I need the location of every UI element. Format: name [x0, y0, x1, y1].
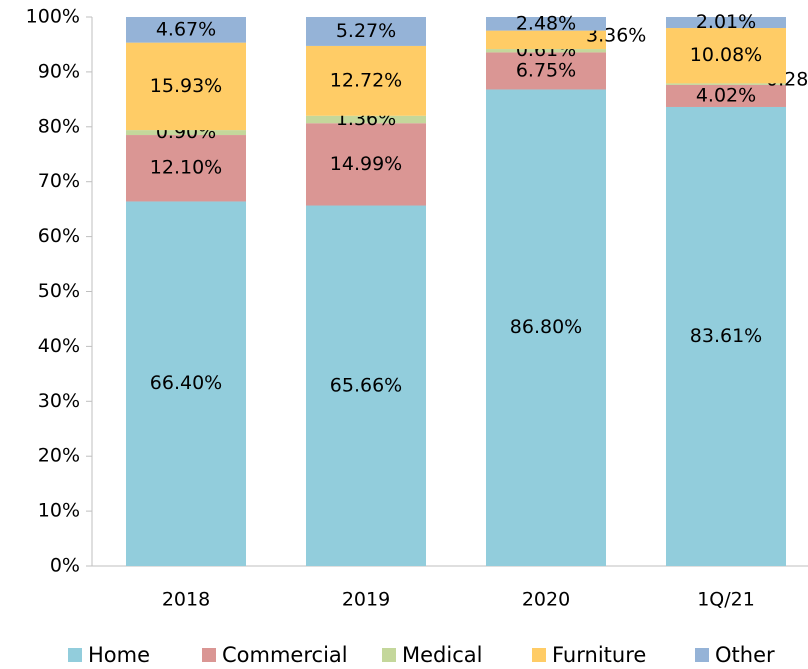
y-tick-label: 80%: [38, 115, 80, 137]
bar-segment: [486, 49, 606, 53]
bar-segment: [486, 89, 606, 566]
y-tick-label: 50%: [38, 280, 80, 302]
data-label: 6.75%: [516, 59, 576, 81]
y-tick-label: 30%: [38, 390, 80, 412]
bar-segment: [666, 106, 786, 566]
bar-segment: [306, 205, 426, 566]
legend-swatch: [695, 648, 709, 662]
data-label: 5.27%: [336, 20, 396, 42]
bar-segment: [126, 42, 246, 131]
legend-swatch: [532, 648, 546, 662]
data-label: 15.93%: [150, 75, 222, 97]
y-tick-label: 20%: [38, 445, 80, 467]
data-label: 4.02%: [696, 84, 756, 106]
data-label: 12.10%: [150, 157, 222, 179]
x-tick-label: 2020: [522, 589, 570, 611]
legend-swatch: [68, 648, 82, 662]
bar-segment: [666, 28, 786, 84]
bar-segment: [126, 135, 246, 202]
bar-segment: [666, 83, 786, 85]
data-label: 86.80%: [510, 316, 582, 338]
bar-segment: [306, 123, 426, 206]
legend-label: Home: [88, 643, 150, 667]
bar-segment: [486, 30, 606, 50]
bar-segment: [486, 52, 606, 90]
y-tick-label: 60%: [38, 225, 80, 247]
bar-segment: [666, 84, 786, 107]
bar-segment: [126, 201, 246, 567]
bar-segment: [306, 115, 426, 124]
data-label: 4.67%: [156, 18, 216, 40]
legend-swatch: [202, 648, 216, 662]
y-tick-label: 40%: [38, 335, 80, 357]
y-tick-label: 0%: [50, 555, 80, 577]
legend-swatch: [382, 648, 396, 662]
legend-label: Commercial: [222, 643, 348, 667]
bar-segment: [666, 17, 786, 29]
x-tick-label: 1Q/21: [697, 589, 755, 611]
y-tick-label: 70%: [38, 170, 80, 192]
bar-segment: [126, 17, 246, 43]
data-label: 10.08%: [690, 44, 762, 66]
bar-segment: [486, 17, 606, 31]
data-label: 65.66%: [330, 374, 402, 396]
y-tick-label: 100%: [26, 6, 80, 28]
bar-segment: [306, 17, 426, 46]
bar-segment: [126, 130, 246, 136]
legend-label: Furniture: [552, 643, 646, 667]
data-label: 2.01%: [696, 11, 756, 33]
bar-segment: [306, 45, 426, 116]
data-label: 66.40%: [150, 372, 222, 394]
x-tick-label: 2018: [162, 589, 210, 611]
data-label: 83.61%: [690, 325, 762, 347]
data-label: 14.99%: [330, 153, 402, 175]
y-tick-label: 90%: [38, 60, 80, 82]
y-tick-label: 10%: [38, 500, 80, 522]
data-label: 2.48%: [516, 12, 576, 34]
legend-label: Other: [715, 643, 775, 667]
data-label: 12.72%: [330, 69, 402, 91]
legend-label: Medical: [402, 643, 482, 667]
x-tick-label: 2019: [342, 589, 390, 611]
